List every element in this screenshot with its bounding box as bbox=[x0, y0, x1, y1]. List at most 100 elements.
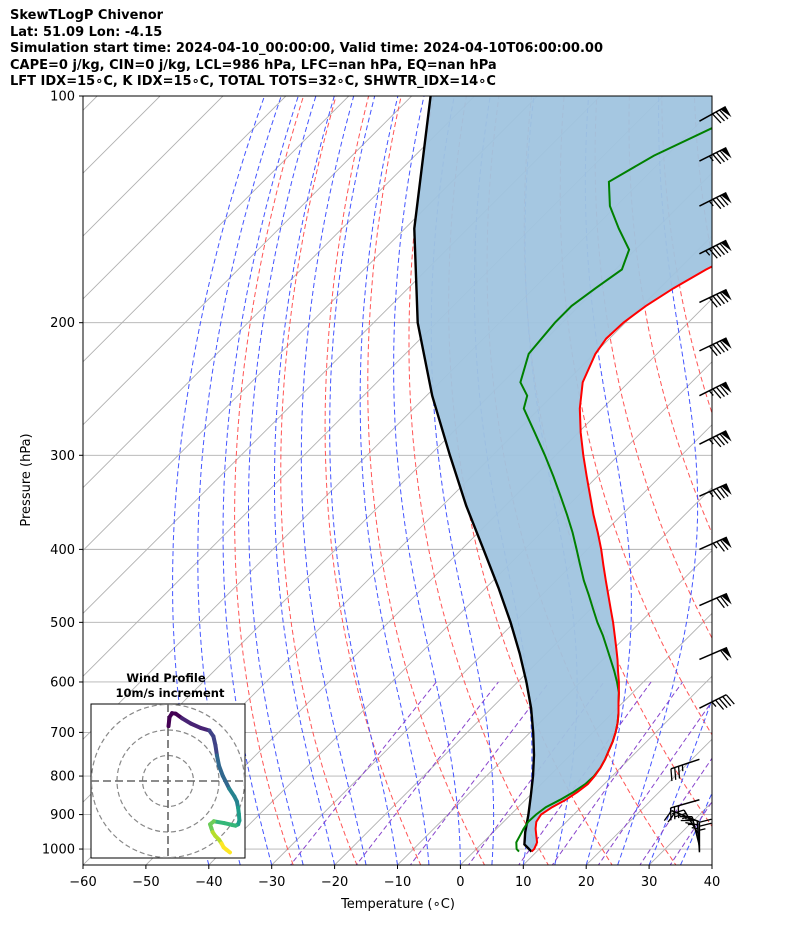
barb-pennant bbox=[720, 382, 732, 393]
inset-subtitle: 10m/s increment bbox=[116, 686, 225, 700]
dry-adiabat bbox=[594, 96, 712, 640]
wind-barb bbox=[699, 592, 732, 609]
dry-adiabat bbox=[280, 96, 358, 865]
moist-adiabat bbox=[359, 96, 430, 865]
barb-flag bbox=[719, 384, 729, 396]
barb-pennant bbox=[721, 647, 732, 659]
barb-flag bbox=[715, 152, 725, 163]
barb-flag bbox=[719, 539, 729, 551]
barb-half-flag bbox=[705, 250, 711, 256]
isotherm bbox=[760, 23, 794, 880]
moist-adiabat bbox=[711, 863, 712, 865]
y-tick-label: 500 bbox=[50, 616, 75, 631]
mixing-ratio-line bbox=[355, 681, 499, 865]
dry-adiabat bbox=[408, 96, 549, 865]
barb-shaft bbox=[699, 592, 728, 607]
parcel-shading bbox=[414, 96, 712, 852]
barb-pennant bbox=[721, 289, 732, 301]
inset-title: Wind Profile bbox=[126, 671, 206, 685]
x-axis-ticks: −60 −50 −40 −30 −20 −10 0 10 20 30 40 bbox=[69, 865, 720, 890]
barb-flag bbox=[712, 198, 722, 210]
y-axis-label: Pressure (hPa) bbox=[19, 433, 34, 526]
temperature-line bbox=[530, 265, 712, 853]
x-tick-label: −30 bbox=[258, 875, 285, 890]
barb-flag bbox=[684, 817, 698, 822]
barb-pennant bbox=[721, 593, 732, 605]
x-tick-label: 0 bbox=[456, 875, 464, 890]
barb-flag bbox=[708, 297, 718, 308]
barb-flag bbox=[719, 595, 729, 607]
moist-adiabat bbox=[617, 96, 699, 865]
wind-profile-inset: Wind Profile 10m/s increment bbox=[90, 671, 246, 859]
wind-barb bbox=[699, 105, 732, 124]
wind-barb bbox=[699, 381, 732, 399]
barb-flag bbox=[719, 243, 729, 254]
barb-flag bbox=[716, 293, 725, 305]
barb-half-flag bbox=[708, 200, 714, 207]
x-tick-label: −50 bbox=[132, 875, 159, 890]
parcel-path-line bbox=[413, 96, 536, 853]
wind-barb bbox=[699, 694, 735, 710]
isotherm bbox=[83, 96, 350, 363]
x-tick-label: 10 bbox=[515, 875, 532, 890]
barb-pennant bbox=[721, 537, 732, 549]
x-axis-label: Temperature (∘C) bbox=[340, 897, 455, 912]
dry-adiabat bbox=[324, 96, 422, 865]
isotherm bbox=[83, 96, 476, 489]
dry-adiabat bbox=[559, 96, 712, 736]
barb-pennant bbox=[720, 147, 732, 159]
wind-barb bbox=[670, 758, 700, 782]
barb-half-flag bbox=[691, 827, 698, 830]
mixing-ratio-line bbox=[409, 681, 550, 865]
barb-flag bbox=[725, 694, 735, 705]
chart-header: SkewTLogP Chivenor Lat: 51.09 Lon: -4.15… bbox=[10, 8, 603, 91]
moist-adiabats bbox=[172, 96, 712, 865]
y-tick-label: 1000 bbox=[42, 843, 75, 858]
y-tick-label: 400 bbox=[50, 543, 75, 558]
barb-flag bbox=[715, 699, 725, 710]
convective-params-line: CAPE=0 j/kg, CIN=0 j/kg, LCL=986 hPa, LF… bbox=[10, 57, 497, 73]
barb-half-flag bbox=[708, 390, 714, 396]
isotherm bbox=[333, 486, 712, 865]
wind-barb bbox=[699, 430, 732, 448]
chart-title: SkewTLogP Chivenor bbox=[10, 8, 164, 23]
hodograph bbox=[91, 704, 245, 858]
isotherm bbox=[396, 549, 712, 865]
barb-flag bbox=[677, 766, 681, 779]
barb-half-flag bbox=[712, 542, 718, 549]
wind-barb bbox=[699, 288, 732, 308]
moist-adiabat bbox=[248, 96, 317, 865]
barb-half-flag bbox=[708, 438, 714, 445]
barb-shaft bbox=[670, 798, 700, 809]
wind-barb bbox=[699, 536, 732, 552]
isotherm bbox=[83, 96, 224, 237]
barb-flag bbox=[685, 821, 698, 826]
y-tick-label: 100 bbox=[50, 90, 75, 105]
isotherm bbox=[522, 675, 712, 865]
wind-barb bbox=[699, 337, 732, 357]
barb-flag bbox=[722, 696, 732, 707]
barb-flag bbox=[716, 597, 725, 609]
barb-flag bbox=[708, 345, 718, 357]
dewpoint-line bbox=[515, 126, 712, 853]
barb-flag bbox=[719, 340, 729, 351]
x-tick-label: −60 bbox=[69, 875, 96, 890]
barb-shaft bbox=[670, 758, 700, 770]
wind-barb bbox=[699, 146, 732, 165]
barb-flag bbox=[716, 488, 725, 499]
barb-flag bbox=[718, 697, 728, 709]
isotherm bbox=[271, 424, 712, 865]
dry-adiabat bbox=[486, 96, 677, 865]
barb-shaft bbox=[699, 646, 728, 661]
moist-adiabat bbox=[680, 791, 712, 865]
barb-half-flag bbox=[708, 491, 714, 497]
isotherm bbox=[83, 96, 413, 426]
x-tick-label: −20 bbox=[321, 875, 348, 890]
barb-flag bbox=[719, 150, 729, 161]
barb-shaft bbox=[683, 809, 701, 837]
barb-flag bbox=[712, 437, 722, 448]
wind-barb bbox=[698, 818, 712, 853]
barb-flag bbox=[719, 433, 729, 444]
y-tick-label: 900 bbox=[50, 808, 75, 823]
